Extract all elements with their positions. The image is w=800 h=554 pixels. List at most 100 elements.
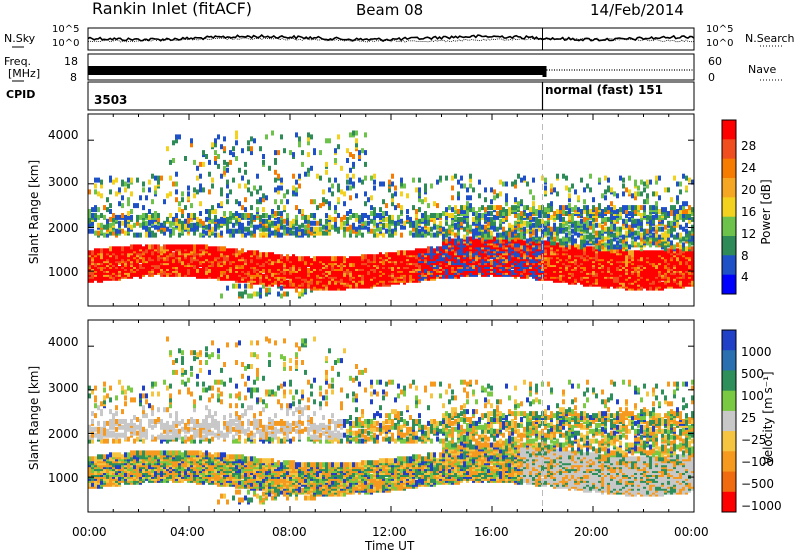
power-cell: [472, 187, 475, 193]
power-cell: [349, 224, 352, 230]
power-cell: [214, 214, 217, 220]
power-cell: [169, 159, 172, 165]
power-cell: [139, 264, 142, 269]
power-cell: [217, 232, 220, 238]
power-cell: [187, 244, 190, 250]
power-cell: [325, 230, 328, 236]
power-cell: [451, 207, 454, 213]
power-cell: [193, 244, 196, 250]
power-cell: [655, 228, 658, 234]
power-cell: [592, 228, 595, 234]
power-cell: [586, 209, 589, 214]
power-cbar-tick: 28: [741, 139, 757, 153]
power-cell: [211, 205, 214, 211]
power-cell: [193, 193, 196, 199]
power-cell: [235, 228, 238, 234]
power-cell: [361, 232, 364, 238]
power-cell: [649, 220, 652, 226]
power-cell: [217, 218, 220, 224]
noise-left-tick-bottom: 10^0: [52, 38, 80, 49]
power-cell: [346, 216, 349, 222]
power-cell: [148, 230, 151, 236]
power-cell: [124, 218, 127, 224]
power-cell: [475, 256, 478, 262]
power-cell: [253, 267, 256, 273]
power-cell: [124, 214, 127, 220]
power-cell: [400, 177, 403, 183]
power-cell: [586, 246, 589, 252]
power-cell: [226, 248, 229, 254]
power-cell: [319, 230, 322, 236]
power-cell: [235, 140, 238, 146]
power-cell: [190, 138, 193, 144]
power-cell: [637, 230, 640, 236]
power-cell: [385, 273, 388, 279]
power-cell: [112, 220, 115, 226]
power-cell: [640, 256, 643, 262]
power-cell: [196, 175, 199, 181]
power-cell: [157, 213, 160, 218]
power-cell: [469, 207, 472, 213]
power-cell: [568, 207, 571, 213]
power-cell: [346, 258, 349, 264]
power-cell: [280, 211, 283, 216]
power-cell: [259, 252, 262, 258]
power-cell: [550, 187, 553, 193]
power-cell: [169, 258, 172, 264]
power-cell: [415, 230, 418, 236]
power-cell: [658, 234, 661, 240]
power-cell: [226, 179, 229, 185]
power-cell: [262, 193, 265, 199]
power-cell: [412, 177, 415, 183]
power-cell: [310, 220, 313, 226]
power-cell: [274, 177, 277, 183]
power-cell: [220, 201, 223, 207]
power-cell: [250, 230, 253, 236]
xtick-label: 00:00: [72, 525, 107, 539]
power-cell: [97, 207, 100, 213]
power-cell: [376, 232, 379, 238]
power-cell: [400, 205, 403, 211]
power-cell: [397, 220, 400, 226]
power-cell: [103, 214, 106, 220]
power-cell: [298, 183, 301, 189]
power-cell: [301, 150, 304, 156]
power-cell: [202, 228, 205, 234]
power-cell: [268, 252, 271, 258]
power-cell: [340, 216, 343, 222]
power-cell: [574, 242, 577, 248]
power-cell: [637, 250, 640, 256]
power-cell: [145, 220, 148, 226]
power-cell: [601, 213, 604, 218]
power-cell: [154, 185, 157, 191]
power-cell: [544, 207, 547, 213]
power-cell: [298, 224, 301, 230]
power-cell: [382, 232, 385, 238]
power-cell: [322, 201, 325, 207]
power-cell: [541, 218, 544, 224]
power-cell: [238, 216, 241, 222]
power-cell: [232, 152, 235, 158]
power-cell: [145, 244, 148, 250]
power-cell: [232, 146, 235, 152]
power-cell: [586, 218, 589, 224]
power-cell: [250, 146, 253, 152]
power-cell: [346, 185, 349, 191]
power-cell: [520, 177, 523, 183]
power-cell: [499, 191, 502, 197]
power-cell: [307, 222, 310, 228]
power-cell: [91, 228, 94, 234]
power-cell: [634, 205, 637, 211]
power-cell: [364, 220, 367, 226]
power-cell: [256, 271, 259, 277]
power-cell: [628, 211, 631, 216]
power-cell: [181, 213, 184, 218]
power-cell: [643, 228, 646, 234]
power-cell: [337, 134, 340, 140]
power-cell: [451, 195, 454, 201]
power-cell: [604, 195, 607, 201]
power-cell: [535, 228, 538, 234]
power-cell: [442, 211, 445, 216]
power-cell: [655, 191, 658, 197]
power-cell: [493, 267, 496, 273]
